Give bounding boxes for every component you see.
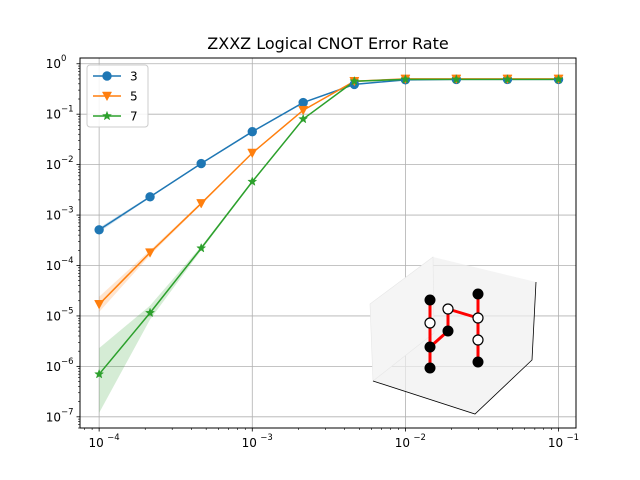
series-7-point	[298, 113, 309, 124]
inset-filled-node	[424, 362, 436, 374]
legend-label: 7	[130, 110, 138, 124]
inset-hollow-node	[472, 334, 484, 346]
grid	[80, 58, 576, 428]
series-3-point	[247, 126, 257, 137]
y-tick-exponent: −3	[61, 206, 74, 216]
x-tick-label: 10	[88, 436, 103, 450]
inset-back-pane	[369, 256, 435, 382]
inset-filled-node	[472, 356, 484, 368]
lattice-inset	[369, 256, 537, 415]
inset-filled-node	[424, 341, 436, 353]
y-tick-label: 10	[46, 410, 61, 424]
series-5-point	[94, 300, 105, 310]
legend-label: 3	[130, 70, 138, 84]
inset-filled-node	[442, 325, 454, 337]
inset-hollow-node	[442, 303, 454, 315]
series-7-line	[98, 78, 559, 375]
y-tick-exponent: 0	[61, 54, 66, 64]
inset-filled-node	[424, 294, 436, 306]
legend-label: 5	[130, 90, 138, 104]
series-5-point	[298, 105, 309, 116]
y-tick-label: 10	[46, 158, 61, 172]
series-3-point	[94, 225, 104, 235]
y-tick-exponent: −5	[61, 306, 74, 316]
x-tick-label: 10	[242, 436, 257, 450]
x-tick-exponent: −2	[413, 433, 426, 443]
series-5-point	[247, 148, 258, 159]
series-7-point	[349, 75, 360, 86]
legend-marker	[102, 71, 112, 81]
y-tick-label: 10	[46, 309, 61, 323]
y-tick-label: 10	[46, 209, 61, 223]
x-tick-exponent: −3	[260, 433, 273, 443]
series-5-point	[145, 248, 156, 258]
series-7-point	[247, 176, 258, 186]
y-tick-exponent: −7	[61, 407, 74, 417]
series-3-point	[298, 97, 308, 108]
y-tick-exponent: −2	[61, 155, 74, 165]
y-tick-label: 10	[46, 108, 61, 122]
series-markers	[94, 74, 564, 379]
series-7-point	[451, 74, 462, 84]
inset-hollow-node	[424, 317, 436, 329]
inset-hollow-node	[472, 312, 484, 324]
inset-filled-node	[472, 288, 484, 300]
series-7-point	[196, 242, 207, 253]
series-3-point	[196, 158, 206, 169]
legend: 3 5 7	[86, 64, 149, 128]
series-7-point	[400, 74, 411, 84]
x-tick-exponent: −1	[567, 433, 580, 443]
plot-frame	[79, 57, 577, 429]
y-tick-label: 10	[46, 259, 61, 273]
series-5-point	[196, 199, 207, 209]
chart-title: ZXXZ Logical CNOT Error Rate	[207, 34, 448, 53]
series-lines	[98, 78, 559, 375]
y-tick-exponent: −1	[61, 105, 74, 115]
y-tick-label: 10	[46, 57, 61, 71]
x-axis-ticks: 10 −4 10 −3 10 −2 10 −1	[83, 428, 580, 450]
series-7-point	[144, 307, 156, 318]
x-tick-exponent: −4	[107, 433, 120, 443]
series-7-point	[553, 74, 564, 84]
y-tick-exponent: −6	[61, 357, 74, 367]
x-tick-label: 10	[395, 436, 410, 450]
y-tick-label: 10	[46, 360, 61, 374]
legend-marker	[101, 110, 113, 121]
inset-axis	[372, 281, 537, 415]
legend-marker	[101, 91, 113, 102]
series-3-point	[145, 192, 155, 202]
y-tick-exponent: −4	[61, 256, 74, 266]
series-7-point	[502, 74, 513, 84]
series-7-point	[94, 368, 105, 379]
x-tick-label: 10	[548, 436, 563, 450]
